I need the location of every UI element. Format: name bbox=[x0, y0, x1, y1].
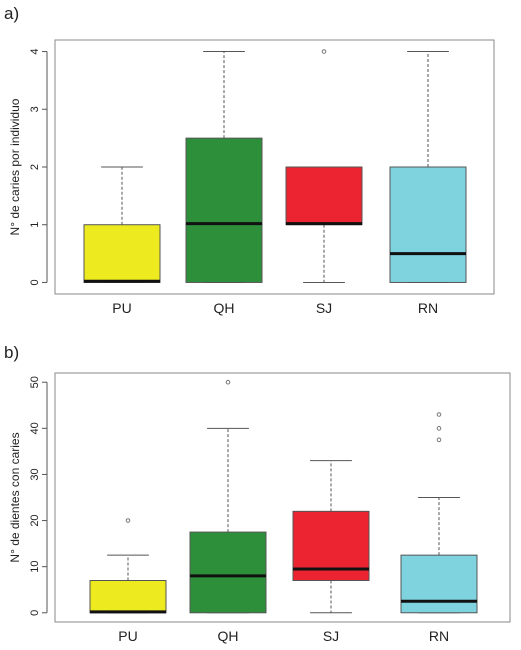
chart-panel-0: 0 1 2 3 4 N° de caries por individuo PU QH SJ RN bbox=[8, 39, 495, 316]
box-qh: QH bbox=[185, 51, 263, 316]
y-tick-label: 4 bbox=[29, 48, 41, 54]
box-pu: PU bbox=[89, 518, 167, 644]
chart-panel-1: 0 10 20 30 40 50 N° de dientes con caries PU QH S… bbox=[8, 372, 511, 644]
panel-a-label: a) bbox=[4, 4, 20, 23]
outlier-point bbox=[436, 426, 442, 431]
outlier-point bbox=[436, 412, 442, 417]
outlier-point bbox=[321, 49, 327, 54]
outlier-point bbox=[125, 518, 131, 523]
box-body bbox=[285, 166, 363, 226]
category-label: QH bbox=[218, 628, 239, 644]
y-tick-label: 30 bbox=[29, 468, 41, 480]
box-body bbox=[83, 224, 161, 283]
box-body bbox=[189, 531, 267, 614]
y-tick-label: 50 bbox=[29, 376, 41, 388]
y-tick-label: 20 bbox=[29, 514, 41, 526]
outlier-point bbox=[436, 437, 442, 443]
category-label: RN bbox=[429, 628, 449, 644]
outlier-point bbox=[225, 379, 231, 385]
y-tick-label: 0 bbox=[29, 279, 41, 285]
box-body bbox=[400, 554, 478, 614]
box-rn: RN bbox=[389, 51, 467, 316]
category-label: PU bbox=[118, 628, 137, 644]
y-tick-label: 2 bbox=[29, 164, 41, 170]
plot-frame bbox=[54, 372, 511, 623]
box-body bbox=[389, 166, 467, 283]
box-pu: PU bbox=[83, 166, 161, 316]
plot-frame bbox=[54, 39, 495, 295]
y-axis-label: N° de dientes con caries bbox=[8, 432, 22, 562]
y-tick-label: 40 bbox=[29, 422, 41, 434]
category-label: RN bbox=[418, 300, 438, 316]
panel-b-label: b) bbox=[4, 343, 20, 362]
y-axis-label: N° de caries por individuo bbox=[8, 98, 22, 235]
box-rn: RN bbox=[400, 412, 478, 644]
y-tick-label: 10 bbox=[29, 561, 41, 573]
box-sj: SJ bbox=[285, 49, 363, 316]
category-label: QH bbox=[214, 300, 235, 316]
box-body bbox=[185, 137, 263, 283]
box-sj: SJ bbox=[292, 460, 370, 644]
y-tick-label: 1 bbox=[29, 222, 41, 228]
category-label: SJ bbox=[316, 300, 332, 316]
category-label: SJ bbox=[323, 628, 339, 644]
box-body bbox=[89, 580, 167, 614]
box-qh: QH bbox=[189, 379, 267, 644]
y-tick-label: 3 bbox=[29, 106, 41, 112]
y-tick-label: 0 bbox=[29, 610, 41, 616]
category-label: PU bbox=[112, 300, 131, 316]
